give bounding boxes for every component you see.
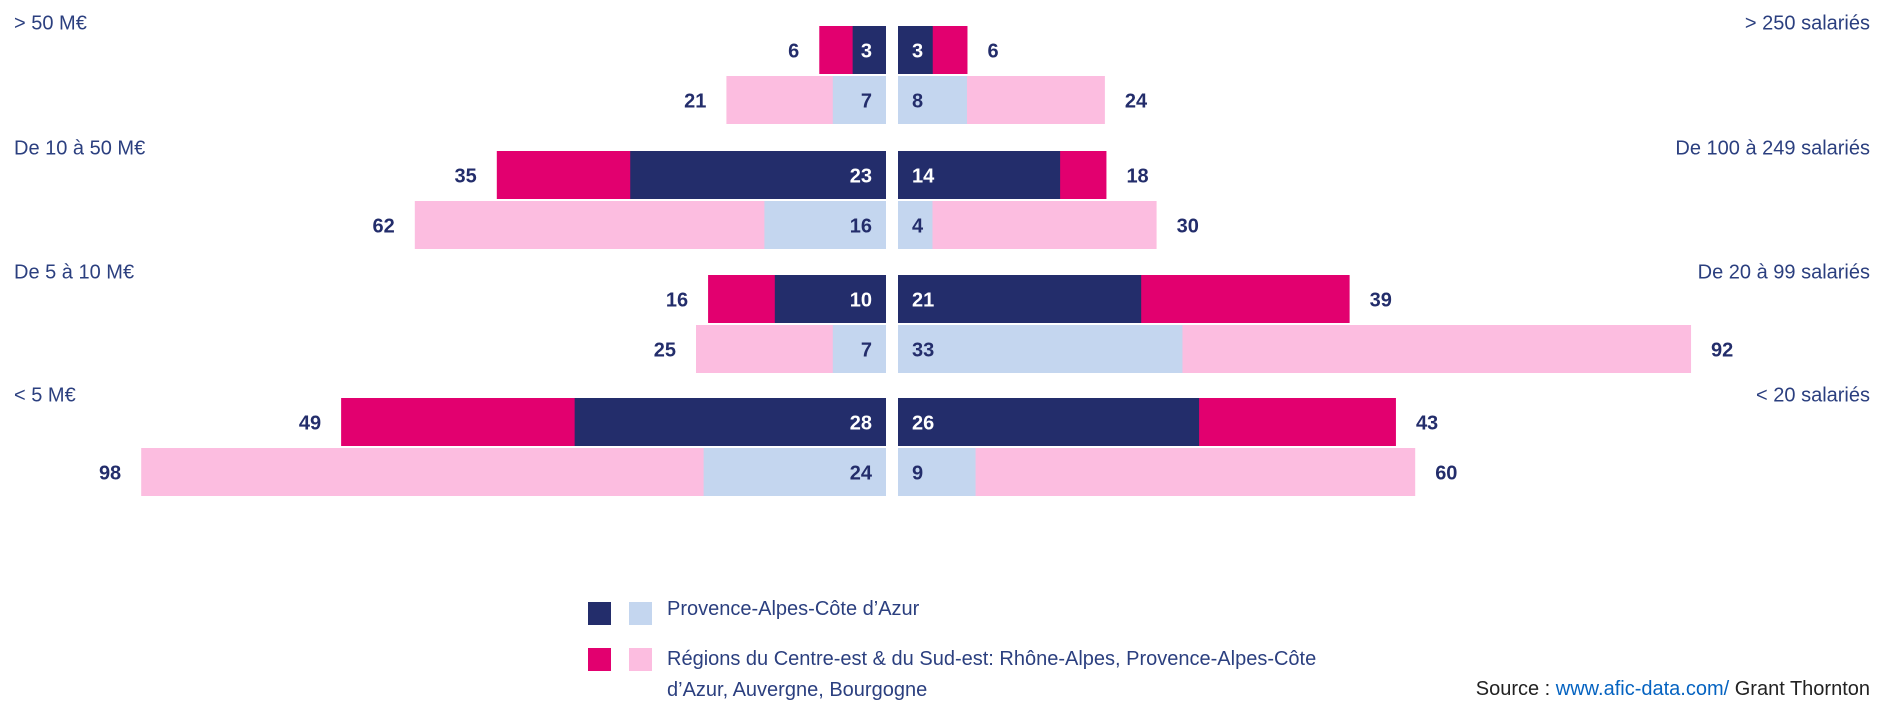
region-value-label: 16 [666, 289, 688, 311]
category-label: De 20 à 99 salariés [1698, 261, 1870, 283]
source: Source : www.afic-data.com/ Grant Thornt… [1476, 678, 1870, 701]
region-bar [898, 201, 1157, 249]
legend-swatch [588, 602, 611, 625]
region-value-label: 49 [299, 412, 321, 434]
source-prefix: Source : [1475, 678, 1551, 700]
region-value-label: 18 [1126, 165, 1148, 187]
region-value-label: 43 [1416, 412, 1438, 434]
category-label: De 100 à 249 salariés [1675, 137, 1870, 159]
legend-label: Régions du Centre-est & du Sud-est: Rhôn… [667, 648, 1317, 701]
paca-value-label: 33 [912, 339, 934, 361]
region-value-label: 24 [1125, 90, 1148, 112]
paca-value-label: 28 [850, 412, 872, 434]
region-bar [898, 448, 1416, 496]
category-label: De 10 à 50 M€ [14, 137, 145, 159]
legend-swatch [588, 648, 611, 671]
paca-bar [898, 26, 933, 74]
paca-value-label: 9 [912, 462, 923, 484]
paca-value-label: 4 [912, 215, 924, 237]
paca-value-label: 14 [912, 165, 935, 187]
paca-bar [898, 275, 1142, 323]
category-label: < 20 salariés [1756, 384, 1870, 406]
paca-value-label: 10 [850, 289, 872, 311]
category-label: > 50 M€ [14, 12, 87, 34]
legend-label: Provence-Alpes-Côte d’Azur [667, 598, 920, 620]
paca-value-label: 21 [912, 289, 934, 311]
paca-bar [898, 448, 976, 496]
paca-value-label: 3 [912, 40, 923, 62]
source-link[interactable]: www.afic-data.com/ [1555, 678, 1730, 700]
paca-value-label: 8 [912, 90, 923, 112]
region-value-label: 39 [1370, 289, 1392, 311]
paca-bar [703, 448, 886, 496]
legend-swatch [629, 648, 652, 671]
paca-value-label: 3 [861, 40, 872, 62]
region-value-label: 35 [455, 165, 477, 187]
region-value-label: 6 [788, 40, 799, 62]
paca-value-label: 23 [850, 165, 872, 187]
paca-bar [832, 325, 886, 373]
region-value-label: 60 [1435, 462, 1457, 484]
paca-bar [898, 201, 933, 249]
paca-value-label: 16 [850, 215, 872, 237]
paca-bar [764, 201, 886, 249]
region-value-label: 98 [99, 462, 121, 484]
paca-bar [774, 275, 886, 323]
paca-bar [898, 151, 1061, 199]
paca-bar [630, 151, 886, 199]
paca-bar [574, 398, 886, 446]
source-suffix: Grant Thornton [1734, 678, 1870, 700]
paca-value-label: 26 [912, 412, 934, 434]
region-value-label: 25 [654, 339, 676, 361]
category-label: De 5 à 10 M€ [14, 261, 134, 283]
paca-value-label: 7 [861, 90, 872, 112]
category-label: > 250 salariés [1745, 12, 1870, 34]
category-label: < 5 M€ [14, 384, 76, 406]
paca-bar [852, 26, 886, 74]
paca-bar [898, 76, 967, 124]
paca-bar [898, 325, 1183, 373]
region-value-label: 62 [373, 215, 395, 237]
paca-value-label: 7 [861, 339, 872, 361]
region-value-label: 30 [1177, 215, 1199, 237]
paca-bar [832, 76, 886, 124]
region-value-label: 92 [1711, 339, 1733, 361]
paca-bar [898, 398, 1200, 446]
legend-swatch [629, 602, 652, 625]
region-value-label: 21 [684, 90, 706, 112]
paca-value-label: 24 [850, 462, 873, 484]
region-value-label: 6 [987, 40, 998, 62]
